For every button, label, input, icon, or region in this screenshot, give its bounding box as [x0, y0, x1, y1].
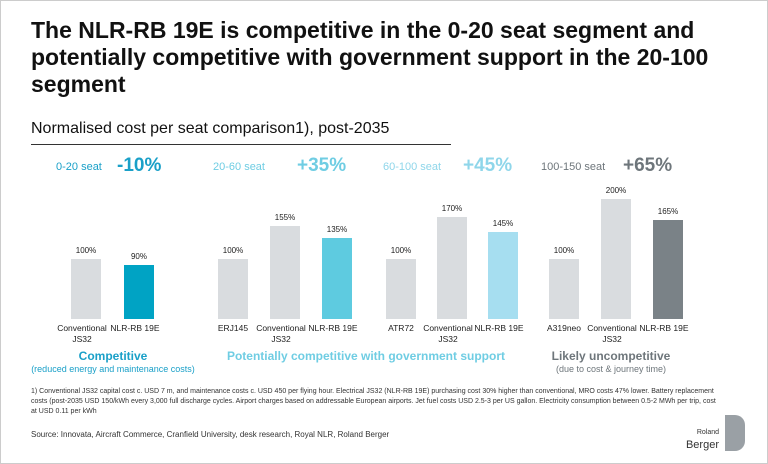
- bar: [601, 199, 631, 319]
- category-label: A319neo: [546, 323, 582, 333]
- bar: [124, 265, 154, 319]
- value-label: 100%: [222, 246, 244, 255]
- segment-delta: -10%: [117, 155, 162, 176]
- bar: [549, 259, 579, 319]
- bar: [270, 226, 300, 319]
- value-label: 90%: [130, 252, 147, 261]
- category-label: Conventional JS32: [256, 323, 306, 344]
- segment-label: 20-60 seat: [213, 161, 265, 173]
- rule: [31, 144, 451, 145]
- bar: [218, 259, 248, 319]
- category-label: Conventional JS32: [423, 323, 473, 344]
- chart-subtitle: Normalised cost per seat comparison1), p…: [31, 120, 390, 137]
- bar: [386, 259, 416, 319]
- bar: [437, 217, 467, 319]
- verdict: Likely uncompetitive: [551, 349, 671, 363]
- segment-label: 100-150 seat: [541, 161, 606, 173]
- value-label: 200%: [605, 186, 627, 195]
- logo-text: Roland Berger: [686, 425, 719, 451]
- value-label: 100%: [390, 246, 412, 255]
- segment-delta: +45%: [463, 155, 513, 176]
- verdict-note: (due to cost & journey time): [555, 364, 667, 374]
- value-label: 135%: [326, 225, 348, 234]
- category-label: NLR-RB 19E: [639, 323, 689, 333]
- category-label: ATR72: [388, 323, 414, 333]
- bar: [71, 259, 101, 319]
- category-label: ERJ145: [217, 323, 249, 333]
- logo-mark: [725, 415, 745, 451]
- bar: [653, 220, 683, 319]
- value-label: 155%: [274, 213, 296, 222]
- logo-small: Roland: [696, 429, 719, 436]
- category-label: Conventional JS32: [587, 323, 637, 344]
- verdict: Potentially competitive with government …: [226, 349, 506, 363]
- footnote: 1) Conventional JS32 capital cost c. USD…: [31, 388, 716, 415]
- logo-big: Berger: [685, 439, 719, 451]
- bar: [488, 232, 518, 319]
- value-label: 100%: [75, 246, 97, 255]
- bar: [322, 238, 352, 319]
- slide-title: The NLR-RB 19E is competitive in the 0-2…: [31, 17, 709, 97]
- segment-label: 0-20 seat: [56, 161, 102, 173]
- category-label: NLR-RB 19E: [110, 323, 160, 333]
- value-label: 100%: [553, 246, 575, 255]
- value-label: 170%: [441, 204, 463, 213]
- category-label: NLR-RB 19E: [308, 323, 358, 333]
- value-label: 165%: [657, 207, 679, 216]
- value-label: 145%: [492, 219, 514, 228]
- verdict: Competitive: [78, 349, 148, 363]
- segment-label: 60-100 seat: [383, 161, 442, 173]
- segment-delta: +65%: [623, 155, 673, 176]
- segment-delta: +35%: [297, 155, 347, 176]
- category-label: Conventional JS32: [57, 323, 107, 344]
- source: Source: Innovata, Aircraft Commerce, Cra…: [31, 430, 390, 439]
- category-label: NLR-RB 19E: [474, 323, 524, 333]
- verdict-note: (reduced energy and maintenance costs): [31, 364, 195, 374]
